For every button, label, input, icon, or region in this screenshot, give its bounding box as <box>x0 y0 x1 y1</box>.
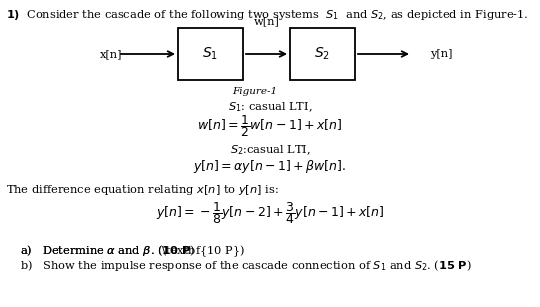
Bar <box>178 28 243 80</box>
Text: $w[n] = \dfrac{1}{2}w[n-1] + x[n]$: $w[n] = \dfrac{1}{2}w[n-1] + x[n]$ <box>197 113 343 139</box>
Text: $y[n] = \alpha y[n-1] + \beta w[n]$.: $y[n] = \alpha y[n-1] + \beta w[n]$. <box>193 158 347 175</box>
Text: $\mathbf{1)}$  Consider the cascade of the following two systems  $S_1$  and $S_: $\mathbf{1)}$ Consider the cascade of th… <box>6 8 529 22</box>
Text: a)   Determine $\alpha$ and $\beta$. ($\mathbf{10\ P}$): a) Determine $\alpha$ and $\beta$. ($\ma… <box>20 243 195 258</box>
Text: $S_2$: $S_2$ <box>314 46 330 62</box>
Text: y[n]: y[n] <box>430 49 453 59</box>
Text: w[n]: w[n] <box>254 16 279 26</box>
Text: Figure-1: Figure-1 <box>232 87 278 96</box>
Text: $y[n] = -\dfrac{1}{8}y[n-2] + \dfrac{3}{4}y[n-1] + x[n]$: $y[n] = -\dfrac{1}{8}y[n-2] + \dfrac{3}{… <box>156 200 384 226</box>
Text: x[n]: x[n] <box>100 49 123 59</box>
Text: $S_1$: casual LTI,: $S_1$: casual LTI, <box>228 100 312 114</box>
Bar <box>290 28 355 80</box>
Text: $S_2$:casual LTI,: $S_2$:casual LTI, <box>230 143 310 157</box>
Text: a)   Determine $\alpha$ and $\beta$. (\textbf{10 P}): a) Determine $\alpha$ and $\beta$. (\tex… <box>20 243 245 258</box>
Text: The difference equation relating $x[n]$ to $y[n]$ is:: The difference equation relating $x[n]$ … <box>6 183 279 197</box>
Text: b)   Show the impulse response of the cascade connection of $S_1$ and $S_2$. ($\: b) Show the impulse response of the casc… <box>20 258 472 273</box>
Text: $S_1$: $S_1$ <box>202 46 219 62</box>
